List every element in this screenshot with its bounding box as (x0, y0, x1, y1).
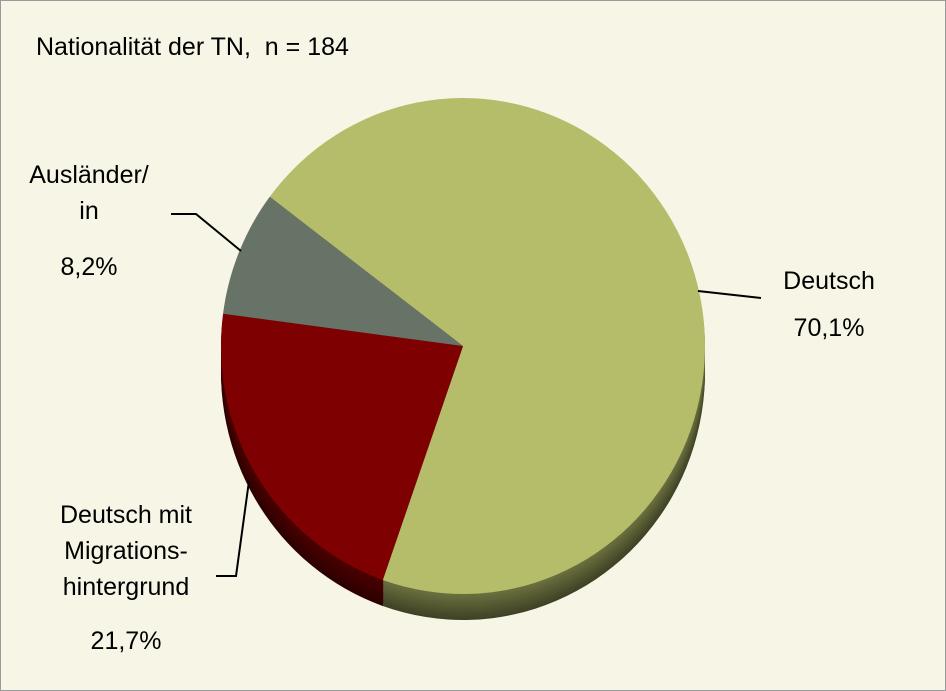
leader-line (171, 213, 242, 252)
value-label: 70,1% (793, 314, 865, 342)
slice (269, 97, 705, 594)
slice (223, 196, 463, 346)
leader-line (697, 290, 762, 299)
value-label: 8,2% (60, 253, 118, 281)
leader-line (216, 480, 250, 577)
category-label: Deutsch (783, 267, 875, 295)
value-label: 21,7% (90, 627, 162, 655)
category-label: Ausländer/ in (29, 161, 149, 225)
chart-title: Nationalität der TN, n = 184 (36, 33, 349, 61)
category-label: Deutsch mit Migrations- hintergrund (60, 501, 192, 601)
slice (221, 313, 463, 580)
